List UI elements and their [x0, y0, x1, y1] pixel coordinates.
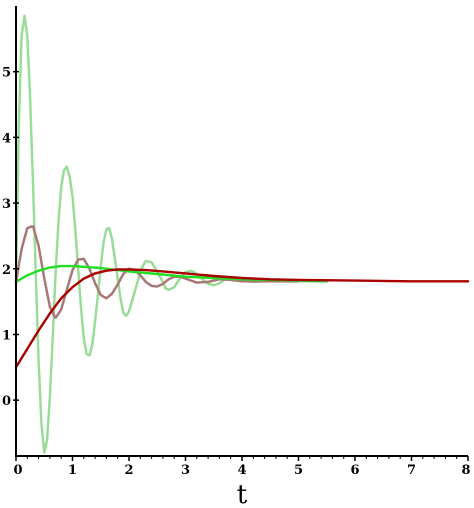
x-tick-label: 4 — [237, 463, 246, 478]
axes-layer — [15, 6, 468, 457]
x-tick-label: 5 — [294, 463, 303, 478]
series-line-4 — [14, 268, 470, 369]
x-tick-label: 0 — [13, 463, 22, 478]
x-tick-label: 8 — [461, 463, 470, 478]
x-tick-label: 1 — [68, 463, 77, 478]
series-line-1 — [14, 14, 329, 454]
x-tick-label: 7 — [407, 463, 416, 478]
x-tick-label: 3 — [181, 463, 190, 478]
y-tick-label: 2 — [2, 263, 11, 278]
x-axis-label: t — [237, 480, 248, 508]
ticks-layer: 0 1 2 3 4 5 6 7 8 0 1 2 3 4 5 — [2, 66, 471, 478]
y-tick-label: 0 — [2, 394, 11, 409]
y-tick-label: 5 — [2, 66, 11, 81]
x-tick-label: 2 — [124, 463, 133, 478]
series-line-2 — [14, 224, 300, 320]
y-tick-label: 1 — [2, 328, 11, 343]
series-layer — [14, 14, 470, 454]
y-tick-label: 3 — [2, 197, 11, 212]
y-tick-label: 4 — [2, 131, 11, 146]
x-tick-label: 6 — [350, 463, 359, 478]
